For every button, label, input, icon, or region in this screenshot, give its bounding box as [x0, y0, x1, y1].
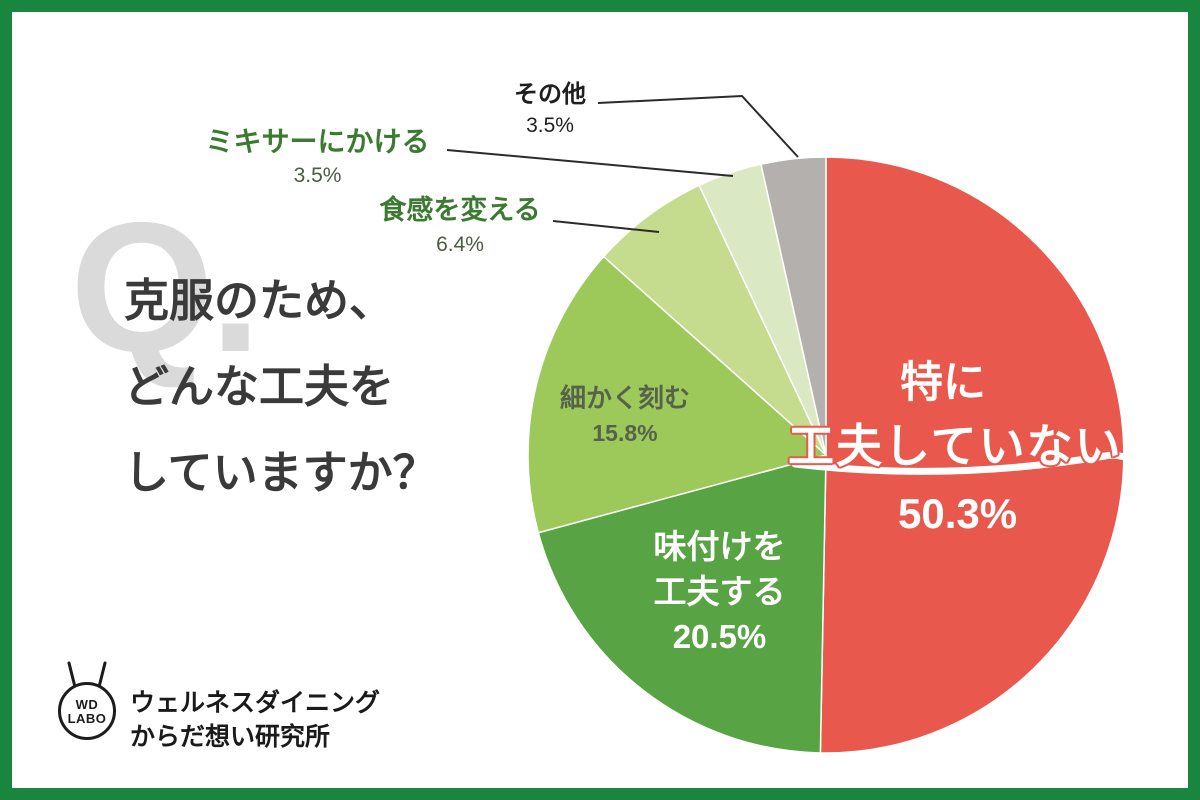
label-main-pct: 50.3%: [898, 490, 1018, 537]
label-texture-name: 食感を変える: [379, 195, 541, 225]
label-other: その他 3.5%: [500, 80, 600, 139]
label-mixer-name: ミキサーにかける: [205, 126, 430, 157]
label-seasoning-line-2: 工夫する: [653, 573, 786, 610]
label-texture: 食感を変える 6.4%: [360, 194, 560, 258]
label-main-line-2: 工夫していない: [788, 420, 1123, 472]
label-texture-pct: 6.4%: [436, 232, 484, 256]
question-watermark: Q.: [70, 185, 261, 391]
logo-org-name: ウェルネスダイニング からだ想い研究所: [130, 686, 380, 754]
label-chop: 細かく刻む 15.8%: [550, 382, 700, 447]
label-seasoning: 味付けを 工夫する 20.5%: [612, 524, 827, 659]
label-mixer-pct: 3.5%: [293, 164, 342, 187]
label-other-name: その他: [514, 81, 586, 108]
pie-slice-2: [527, 255, 828, 534]
pie-slice-3: [602, 184, 827, 456]
question-line-3: していますか？: [124, 447, 438, 498]
label-other-pct: 3.5%: [526, 114, 574, 137]
label-main-line-1: 特に: [900, 359, 986, 407]
label-mixer: ミキサーにかける 3.5%: [185, 124, 450, 189]
logo-mark: WD LABO: [58, 682, 116, 740]
label-chop-pct: 15.8%: [592, 419, 658, 446]
label-chop-name: 細かく刻む: [559, 383, 690, 413]
question-text: 克服のため、 どんな工夫を していますか？: [124, 258, 438, 516]
pie-slice-5: [760, 156, 827, 456]
label-seasoning-line-1: 味付けを: [653, 528, 786, 565]
label-seasoning-pct: 20.5%: [672, 618, 767, 655]
logo-mark-top: WD: [75, 697, 99, 712]
question-line-2: どんな工夫を: [124, 361, 395, 412]
question-line-1: 克服のため、: [124, 275, 395, 326]
logo-org-line-2: からだ想い研究所: [130, 723, 331, 751]
logo-org-line-1: ウェルネスダイニング: [130, 689, 381, 717]
logo-mark-bottom: LABO: [67, 711, 107, 726]
logo-flask-neck-icon: [67, 661, 107, 689]
leader-line-other: [597, 94, 799, 158]
pie-slice-1: [537, 454, 827, 754]
